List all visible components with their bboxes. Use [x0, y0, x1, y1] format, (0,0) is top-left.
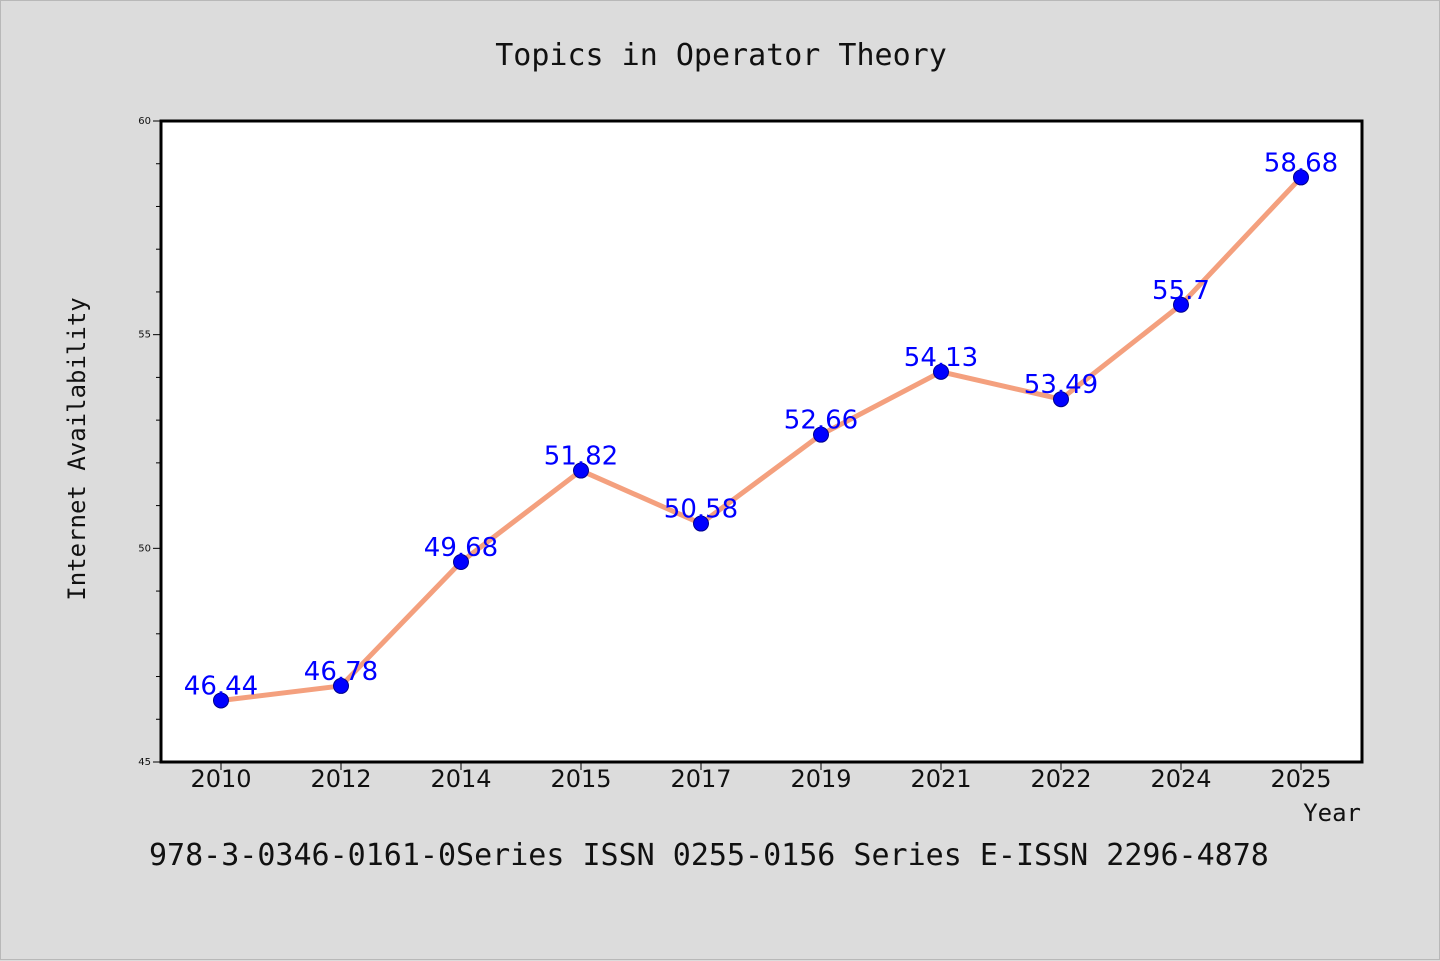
data-point [453, 554, 469, 571]
y-tick-label: 55 [138, 330, 151, 341]
x-tick-label: 2022 [1030, 765, 1091, 793]
plot-area [159, 119, 1364, 764]
series-line [220, 175, 1303, 703]
data-label: 58.68 [1264, 148, 1338, 178]
data-labels: 46.44 46.78 49.68 51.82 50.58 52.66 54.13 53.49… [184, 148, 1338, 701]
data-label: 55.7 [1152, 276, 1210, 306]
y-axis-label: Internet Availability [63, 297, 91, 600]
y-tick-label: 50 [138, 543, 151, 554]
data-label: 50.58 [664, 495, 738, 525]
data-label: 46.44 [184, 671, 258, 701]
x-tick-label: 2015 [550, 765, 611, 793]
data-point [813, 426, 829, 443]
data-label: 53.49 [1024, 370, 1098, 400]
data-point [1293, 169, 1309, 186]
x-axis: 2010 2012 2014 2015 2017 2019 2021 2022 2024 2025 [190, 762, 1332, 793]
data-label: 51.82 [544, 442, 618, 472]
data-label: 52.66 [784, 406, 858, 436]
data-point [933, 363, 949, 380]
x-tick-label: 2019 [790, 765, 851, 793]
x-tick-label: 2012 [310, 765, 371, 793]
y-tick-label: 45 [138, 757, 151, 768]
x-tick-label: 2025 [1270, 765, 1331, 793]
data-label: 54.13 [904, 343, 978, 373]
x-tick-label: 2010 [190, 765, 251, 793]
data-points [213, 169, 1309, 709]
data-point [333, 677, 349, 694]
data-point [213, 692, 229, 709]
footer-isbn-text: 978-3-0346-0161-0Series ISSN 0255-0156 S… [149, 838, 1269, 873]
data-label: 49.68 [424, 533, 498, 563]
chart-title: Topics in Operator Theory [495, 38, 947, 73]
x-tick-label: 2014 [430, 765, 491, 793]
x-axis-label: Year [1303, 799, 1361, 827]
data-point [693, 515, 709, 532]
x-tick-label: 2017 [670, 765, 731, 793]
data-point [1053, 391, 1069, 408]
x-tick-label: 2021 [910, 765, 971, 793]
data-point [573, 462, 589, 479]
data-label: 46.78 [304, 657, 378, 687]
y-tick-label: 60 [138, 116, 151, 127]
x-tick-label: 2024 [1150, 765, 1211, 793]
data-point [1173, 296, 1189, 313]
y-axis: 45 50 55 60 [138, 116, 161, 768]
